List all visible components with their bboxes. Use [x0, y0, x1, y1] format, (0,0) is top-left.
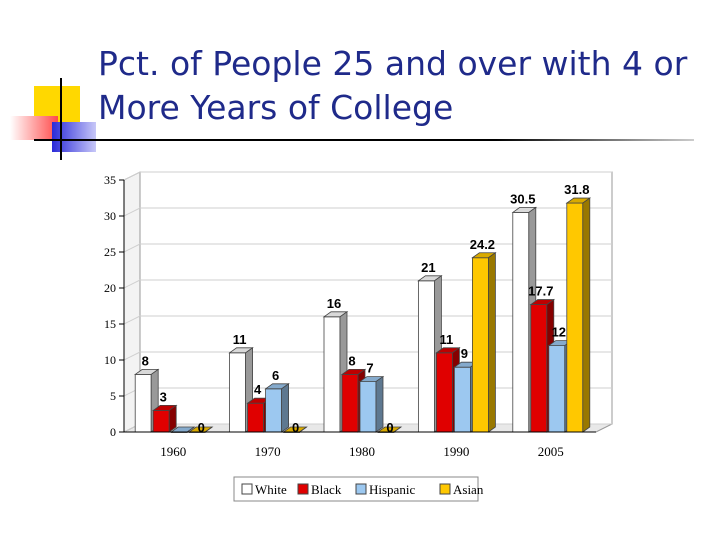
data-label-black-1960: 3 [160, 389, 167, 404]
gridline-15 [123, 315, 612, 325]
bar-black-1960-side [168, 404, 177, 433]
bar-black-1960-front [152, 409, 170, 433]
y-tick-label-5: 5 [110, 389, 116, 403]
bar-black-1990-front [435, 352, 453, 433]
chart-legend: White Black Hispanic Asian [233, 476, 484, 502]
data-label-white-1990: 21 [421, 260, 435, 275]
y-tick-label-0: 0 [110, 425, 116, 439]
bar-hispanic-1990-front [453, 366, 471, 433]
y-axis: 0 5 10 15 20 25 30 35 [104, 173, 125, 439]
bar-asian-2005-side [582, 197, 591, 433]
data-label-hispanic-2005: 12 [552, 325, 566, 340]
y-tick-label-35: 35 [104, 173, 116, 187]
red-deco-bar [10, 116, 58, 140]
legend-swatch-black [297, 483, 309, 495]
bar-white-1970 [228, 347, 254, 433]
data-label-black-1980: 8 [348, 353, 355, 368]
legend-label-hispanic: Hispanic [369, 482, 415, 497]
gridline-35 [123, 171, 612, 181]
data-label-asian-1980: 0 [386, 420, 393, 435]
bar-asian-1970-side [299, 426, 307, 433]
data-label-white-1960: 8 [142, 353, 149, 368]
blue-deco-square [52, 122, 96, 152]
y-tick-label-20: 20 [104, 281, 116, 295]
bar-asian-1990-front [471, 257, 489, 433]
bar-white-2005-front [512, 211, 530, 433]
bar-black-1970-front [247, 402, 265, 433]
data-label-black-2005: 17.7 [528, 284, 553, 299]
bar-black-2005-front [530, 304, 548, 433]
data-label-white-2005: 30.5 [510, 191, 535, 206]
bar-hispanic-2005-front [548, 345, 566, 433]
y-tick-label-30: 30 [104, 209, 116, 223]
bar-hispanic-1970-side [281, 383, 290, 433]
y-tick-label-25: 25 [104, 245, 116, 259]
bar-hispanic-1970 [264, 383, 290, 433]
bar-asian-1960-side [204, 426, 213, 433]
y-tick-label-15: 15 [104, 317, 116, 331]
bar-white-1980-front [323, 316, 341, 433]
bar-asian-1990 [471, 251, 497, 433]
bar-black-1960 [151, 404, 178, 433]
legend-swatch-hispanic [355, 483, 367, 495]
legend-swatch-asian [439, 483, 451, 495]
legend-label-black: Black [311, 482, 342, 497]
data-label-asian-1990: 24.2 [470, 237, 495, 252]
bar-black-1980-front [341, 373, 359, 433]
x-tick-label-1960: 1960 [160, 444, 186, 459]
bar-hispanic-1970-front [265, 388, 283, 433]
x-tick-label-1970: 1970 [255, 444, 281, 459]
bar-asian-2005-front [566, 202, 584, 433]
horizontal-rule [34, 139, 694, 141]
data-label-asian-1960: 0 [198, 420, 205, 435]
bar-hispanic-1980-front [359, 381, 377, 433]
bar-hispanic-1980-side [375, 375, 384, 433]
legend-swatch-white [241, 483, 253, 495]
y-tick-label-10: 10 [104, 353, 116, 367]
bar-white-1960-front [134, 373, 152, 433]
data-label-hispanic-1970: 6 [272, 368, 279, 383]
data-label-white-1970: 11 [233, 332, 247, 347]
bar-hispanic-1980 [358, 375, 385, 433]
x-axis: 1960 1970 1980 1990 2005 [124, 431, 596, 459]
bar-hispanic-1960-side [186, 426, 195, 433]
x-tick-label-1980: 1980 [349, 444, 375, 459]
chart-bars [133, 197, 592, 433]
bar-white-1970-front [229, 352, 247, 433]
x-tick-label-1990: 1990 [443, 444, 469, 459]
slide-title: Pct. of People 25 and over with 4 or Mor… [98, 44, 688, 127]
data-label-asian-2005: 31.8 [564, 182, 589, 197]
legend-label-white: White [255, 482, 287, 497]
x-tick-label-2005: 2005 [538, 444, 564, 459]
data-label-black-1970: 4 [254, 382, 262, 397]
data-label-white-1980: 16 [327, 296, 341, 311]
data-label-hispanic-1980: 7 [366, 361, 373, 376]
gridline-30 [123, 207, 612, 217]
bar-white-1980 [322, 311, 349, 433]
data-label-hispanic-1990: 9 [461, 346, 468, 361]
bar-asian-2005 [565, 197, 592, 433]
bar-asian-1990-side [487, 251, 496, 433]
vertical-rule [60, 78, 62, 160]
data-label-asian-1970: 0 [292, 420, 299, 435]
gridline-20 [123, 279, 612, 289]
legend-label-asian: Asian [453, 482, 484, 497]
bar-white-1990-front [417, 280, 435, 433]
gridline-25 [123, 243, 612, 253]
bar-asian-1980-side [393, 426, 402, 433]
data-label-black-1990: 11 [440, 332, 454, 347]
